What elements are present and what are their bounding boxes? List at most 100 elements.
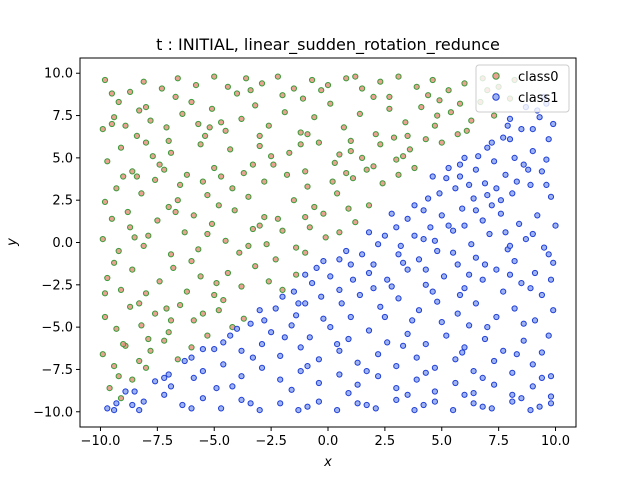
point-class1 xyxy=(365,269,373,277)
point-class1 xyxy=(136,407,143,414)
point-class0 xyxy=(222,127,229,134)
point-class1 xyxy=(409,317,416,324)
point-class0 xyxy=(222,237,229,244)
point-class0 xyxy=(290,85,297,92)
point-class0 xyxy=(204,332,211,339)
point-class0 xyxy=(124,208,131,216)
y-tick-label: 0.0 xyxy=(52,236,73,251)
point-class1 xyxy=(450,249,457,256)
point-class1 xyxy=(334,341,341,348)
point-class1 xyxy=(161,374,168,381)
point-class1 xyxy=(297,368,304,375)
point-class0 xyxy=(120,341,127,348)
point-class1 xyxy=(461,285,468,292)
point-class1 xyxy=(258,364,266,371)
point-class0 xyxy=(145,232,152,239)
point-class1 xyxy=(213,385,220,392)
point-class1 xyxy=(345,335,352,343)
point-class1 xyxy=(518,280,525,287)
point-class1 xyxy=(315,398,322,405)
point-class1 xyxy=(425,195,432,202)
point-class1 xyxy=(518,126,525,133)
point-class1 xyxy=(381,232,388,239)
point-class1 xyxy=(450,227,457,234)
point-class0 xyxy=(111,363,118,370)
point-class0 xyxy=(402,119,409,126)
point-class1 xyxy=(233,325,241,332)
point-class0 xyxy=(340,124,347,131)
point-class1 xyxy=(152,378,159,385)
point-class1 xyxy=(393,396,400,403)
point-class1 xyxy=(256,407,263,414)
point-class1 xyxy=(422,341,429,348)
point-class1 xyxy=(179,401,186,409)
point-class0 xyxy=(404,132,411,139)
point-class0 xyxy=(318,87,325,94)
point-class0 xyxy=(156,278,163,285)
point-class1 xyxy=(454,261,461,268)
point-class1 xyxy=(488,139,495,146)
point-class1 xyxy=(413,376,420,383)
point-class1 xyxy=(372,405,379,412)
point-class1 xyxy=(484,144,491,151)
point-class0 xyxy=(343,75,350,82)
point-class0 xyxy=(147,117,154,124)
point-class0 xyxy=(370,163,377,170)
point-class1 xyxy=(220,361,227,368)
point-class0 xyxy=(438,139,445,146)
x-tick-label: 0.0 xyxy=(318,434,339,449)
point-class0 xyxy=(204,192,211,199)
point-class0 xyxy=(149,153,156,160)
point-class1 xyxy=(547,393,555,400)
point-class1 xyxy=(461,222,468,229)
point-class0 xyxy=(274,215,281,222)
point-class0 xyxy=(349,175,357,182)
point-class1 xyxy=(431,398,438,405)
point-class1 xyxy=(249,354,256,361)
point-class0 xyxy=(372,131,379,138)
point-class1 xyxy=(536,114,543,121)
point-class0 xyxy=(256,142,263,150)
point-class1 xyxy=(525,166,532,173)
point-class1 xyxy=(359,251,366,258)
point-class0 xyxy=(293,271,300,278)
point-class0 xyxy=(422,136,429,143)
point-class1 xyxy=(288,386,295,393)
point-class1 xyxy=(336,371,343,378)
x-tick-label: 7.5 xyxy=(488,434,509,449)
point-class0 xyxy=(136,107,143,114)
point-class0 xyxy=(304,131,311,138)
point-class1 xyxy=(334,407,341,414)
point-class1 xyxy=(393,363,400,370)
point-class0 xyxy=(279,286,286,293)
point-class0 xyxy=(309,76,316,84)
point-class0 xyxy=(108,120,116,128)
point-class1 xyxy=(470,390,477,397)
point-class0 xyxy=(129,266,136,273)
point-class0 xyxy=(167,149,175,156)
point-class0 xyxy=(263,241,270,248)
point-class0 xyxy=(334,190,341,197)
point-class1 xyxy=(404,266,411,273)
point-class0 xyxy=(204,230,211,238)
point-class1 xyxy=(529,126,536,133)
point-class1 xyxy=(370,261,377,268)
point-class1 xyxy=(327,324,334,331)
point-class1 xyxy=(400,342,407,349)
point-class1 xyxy=(404,330,411,337)
point-class1 xyxy=(527,181,534,188)
point-class1 xyxy=(438,319,445,326)
point-class1 xyxy=(479,276,486,283)
point-class0 xyxy=(429,76,436,84)
point-class1 xyxy=(354,400,361,407)
point-class1 xyxy=(343,247,350,255)
point-class1 xyxy=(347,261,354,268)
point-class0 xyxy=(274,73,281,80)
x-axis-label: x xyxy=(323,455,332,470)
point-class1 xyxy=(431,388,438,395)
chart-title: t : INITIAL, linear_sudden_rotation_redu… xyxy=(156,35,500,55)
point-class0 xyxy=(117,286,125,293)
point-class1 xyxy=(429,173,436,180)
point-class1 xyxy=(365,327,373,334)
point-class0 xyxy=(177,181,184,188)
